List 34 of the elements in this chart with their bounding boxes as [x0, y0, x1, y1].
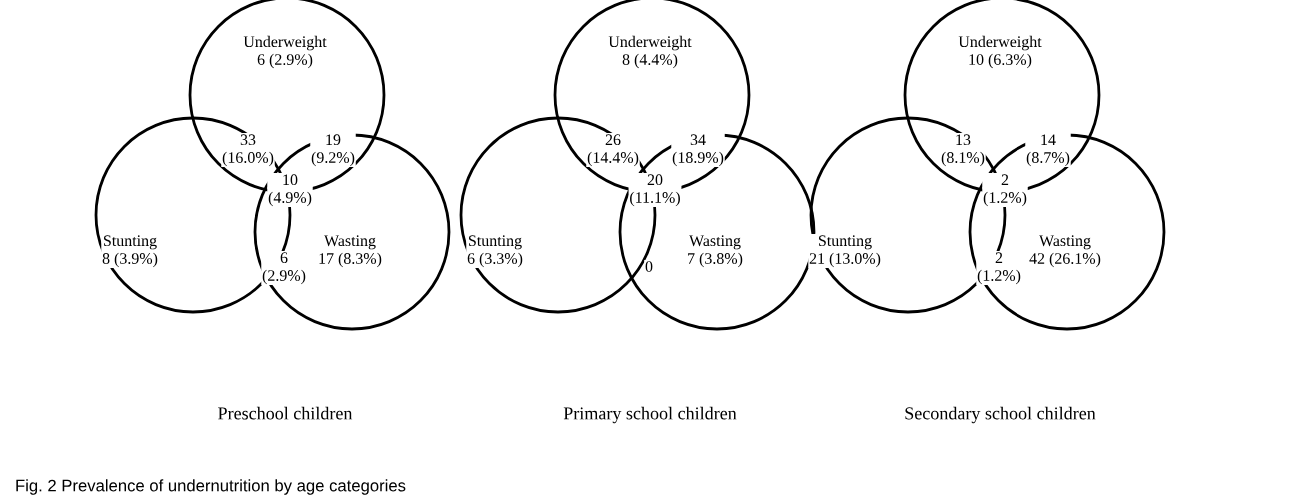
- data-label: 14 (8.7%): [1026, 134, 1070, 167]
- data-label: 8 (4.4%): [622, 53, 678, 69]
- category-label: Stunting: [469, 235, 522, 250]
- data-label: 19 (9.2%): [311, 134, 355, 167]
- data-label: 10 (4.9%): [268, 174, 312, 207]
- data-label: 33 (16.0%): [222, 134, 274, 167]
- text: Secondary school children: [905, 406, 1096, 424]
- data-label: 2 (1.2%): [977, 252, 1021, 285]
- data-label: 6 (3.3%): [467, 252, 523, 268]
- data-label: 20 (11.1%): [630, 174, 680, 207]
- data-label: 21 (13.0%): [809, 252, 881, 268]
- category-label: Wasting: [324, 235, 376, 250]
- data-label: 2 (1.2%): [983, 174, 1027, 207]
- category-label: Underweight: [958, 35, 1042, 51]
- text: Preschool children: [218, 406, 353, 420]
- data-label: 34 (18.9%): [672, 134, 724, 167]
- category-label: Wasting: [689, 235, 741, 250]
- category-label: Stunting: [819, 235, 872, 250]
- data-label: 10 (6.3%): [969, 53, 1032, 69]
- data-label: 7 (3.8%): [688, 252, 743, 268]
- data-label: 26 (14.4%): [587, 134, 639, 167]
- caption: Fig. 2 Prevalence of undernutrition by age categories: [16, 479, 406, 495]
- category-label: Wasting: [1039, 235, 1091, 250]
- data-label: 6 (2.9%): [262, 252, 306, 285]
- data-label: 13 (8.1%): [941, 134, 985, 167]
- data-label: 17 (8.3%): [319, 252, 382, 268]
- category-label: Underweight: [608, 35, 692, 51]
- data-label: 8 (3.9%): [102, 252, 158, 268]
- data-label: 42 (26.1%): [1029, 252, 1101, 268]
- data-label: 6 (2.9%): [257, 53, 313, 69]
- category-label: Stunting: [104, 235, 157, 250]
- text: Primary school children: [563, 406, 737, 424]
- category-label: Underweight: [243, 35, 327, 51]
- data-label: 0: [645, 261, 653, 272]
